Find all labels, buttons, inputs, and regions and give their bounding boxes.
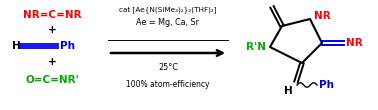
Text: NR=C=NR: NR=C=NR (23, 10, 81, 20)
Text: NR: NR (314, 11, 331, 21)
Text: Ph: Ph (60, 41, 75, 51)
Text: O: O (265, 0, 275, 3)
Text: +: + (48, 25, 56, 35)
Text: Ph: Ph (319, 80, 334, 90)
Text: H: H (284, 86, 292, 96)
Text: 100% atom-efficiency: 100% atom-efficiency (126, 80, 210, 89)
Text: +: + (48, 57, 56, 67)
Text: H: H (12, 41, 21, 51)
Text: NR: NR (346, 38, 363, 48)
Text: O=C=NR': O=C=NR' (25, 75, 79, 85)
Text: 25°C: 25°C (158, 63, 178, 72)
Text: cat [Ae{N(SiMe₃)₂}₂(THF)₂]: cat [Ae{N(SiMe₃)₂}₂(THF)₂] (119, 7, 217, 13)
Text: R'N: R'N (246, 42, 266, 52)
Text: Ae = Mg, Ca, Sr: Ae = Mg, Ca, Sr (136, 17, 200, 27)
